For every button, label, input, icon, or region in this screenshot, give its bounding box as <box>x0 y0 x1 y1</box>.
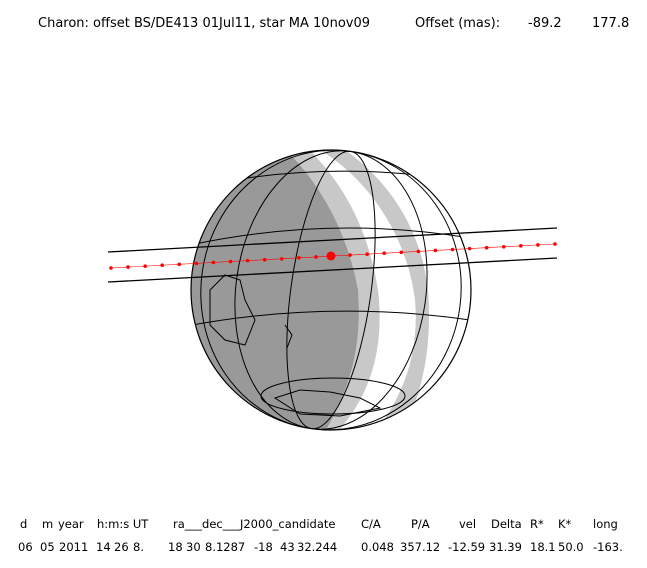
cell: -18 <box>254 540 273 554</box>
column-header: h:m:s UT <box>97 517 149 531</box>
cell: 14 <box>96 540 111 554</box>
cell: 2011 <box>59 540 88 554</box>
column-header: C/A <box>361 517 381 531</box>
cell: 50.0 <box>558 540 584 554</box>
cell: 18 <box>168 540 183 554</box>
column-header: d <box>20 517 27 531</box>
column-header: P/A <box>411 517 430 531</box>
globe <box>107 149 558 431</box>
data-table: d m year h:m:s UT ra___dec___J2000_candidate… <box>18 517 623 554</box>
cell: 357.12 <box>400 540 440 554</box>
column-header: R* <box>530 517 544 531</box>
cell: 8. <box>133 540 144 554</box>
title-row: Charon: offset BS/DE413 01Jul11, star MA… <box>38 16 629 31</box>
column-header: year <box>58 517 84 531</box>
cell: 8.1287 <box>205 540 245 554</box>
column-header: Delta <box>491 517 522 531</box>
cell: 31.39 <box>489 540 522 554</box>
offset: 177.8 <box>592 16 629 31</box>
offset: -89.2 <box>528 16 562 31</box>
cell: 06 <box>18 540 33 554</box>
column-header: m <box>42 517 53 531</box>
cell: 32.244 <box>297 540 337 554</box>
column-header: K* <box>558 517 572 531</box>
cell: 30 <box>186 540 201 554</box>
cell: 26 <box>114 540 129 554</box>
title: Charon: offset BS/DE413 01Jul11, star MA… <box>38 16 370 31</box>
column-header: long <box>593 517 618 531</box>
cell: 43 <box>280 540 295 554</box>
cell: -163. <box>593 540 623 554</box>
cell: -12.59 <box>448 540 485 554</box>
cell: 05 <box>40 540 55 554</box>
offset-label: Offset (mas): <box>415 16 500 31</box>
cell: 18.1 <box>530 540 556 554</box>
column-header: vel <box>459 517 476 531</box>
column-header: ra___dec___J2000_candidate <box>173 517 335 531</box>
cell: 0.048 <box>361 540 394 554</box>
